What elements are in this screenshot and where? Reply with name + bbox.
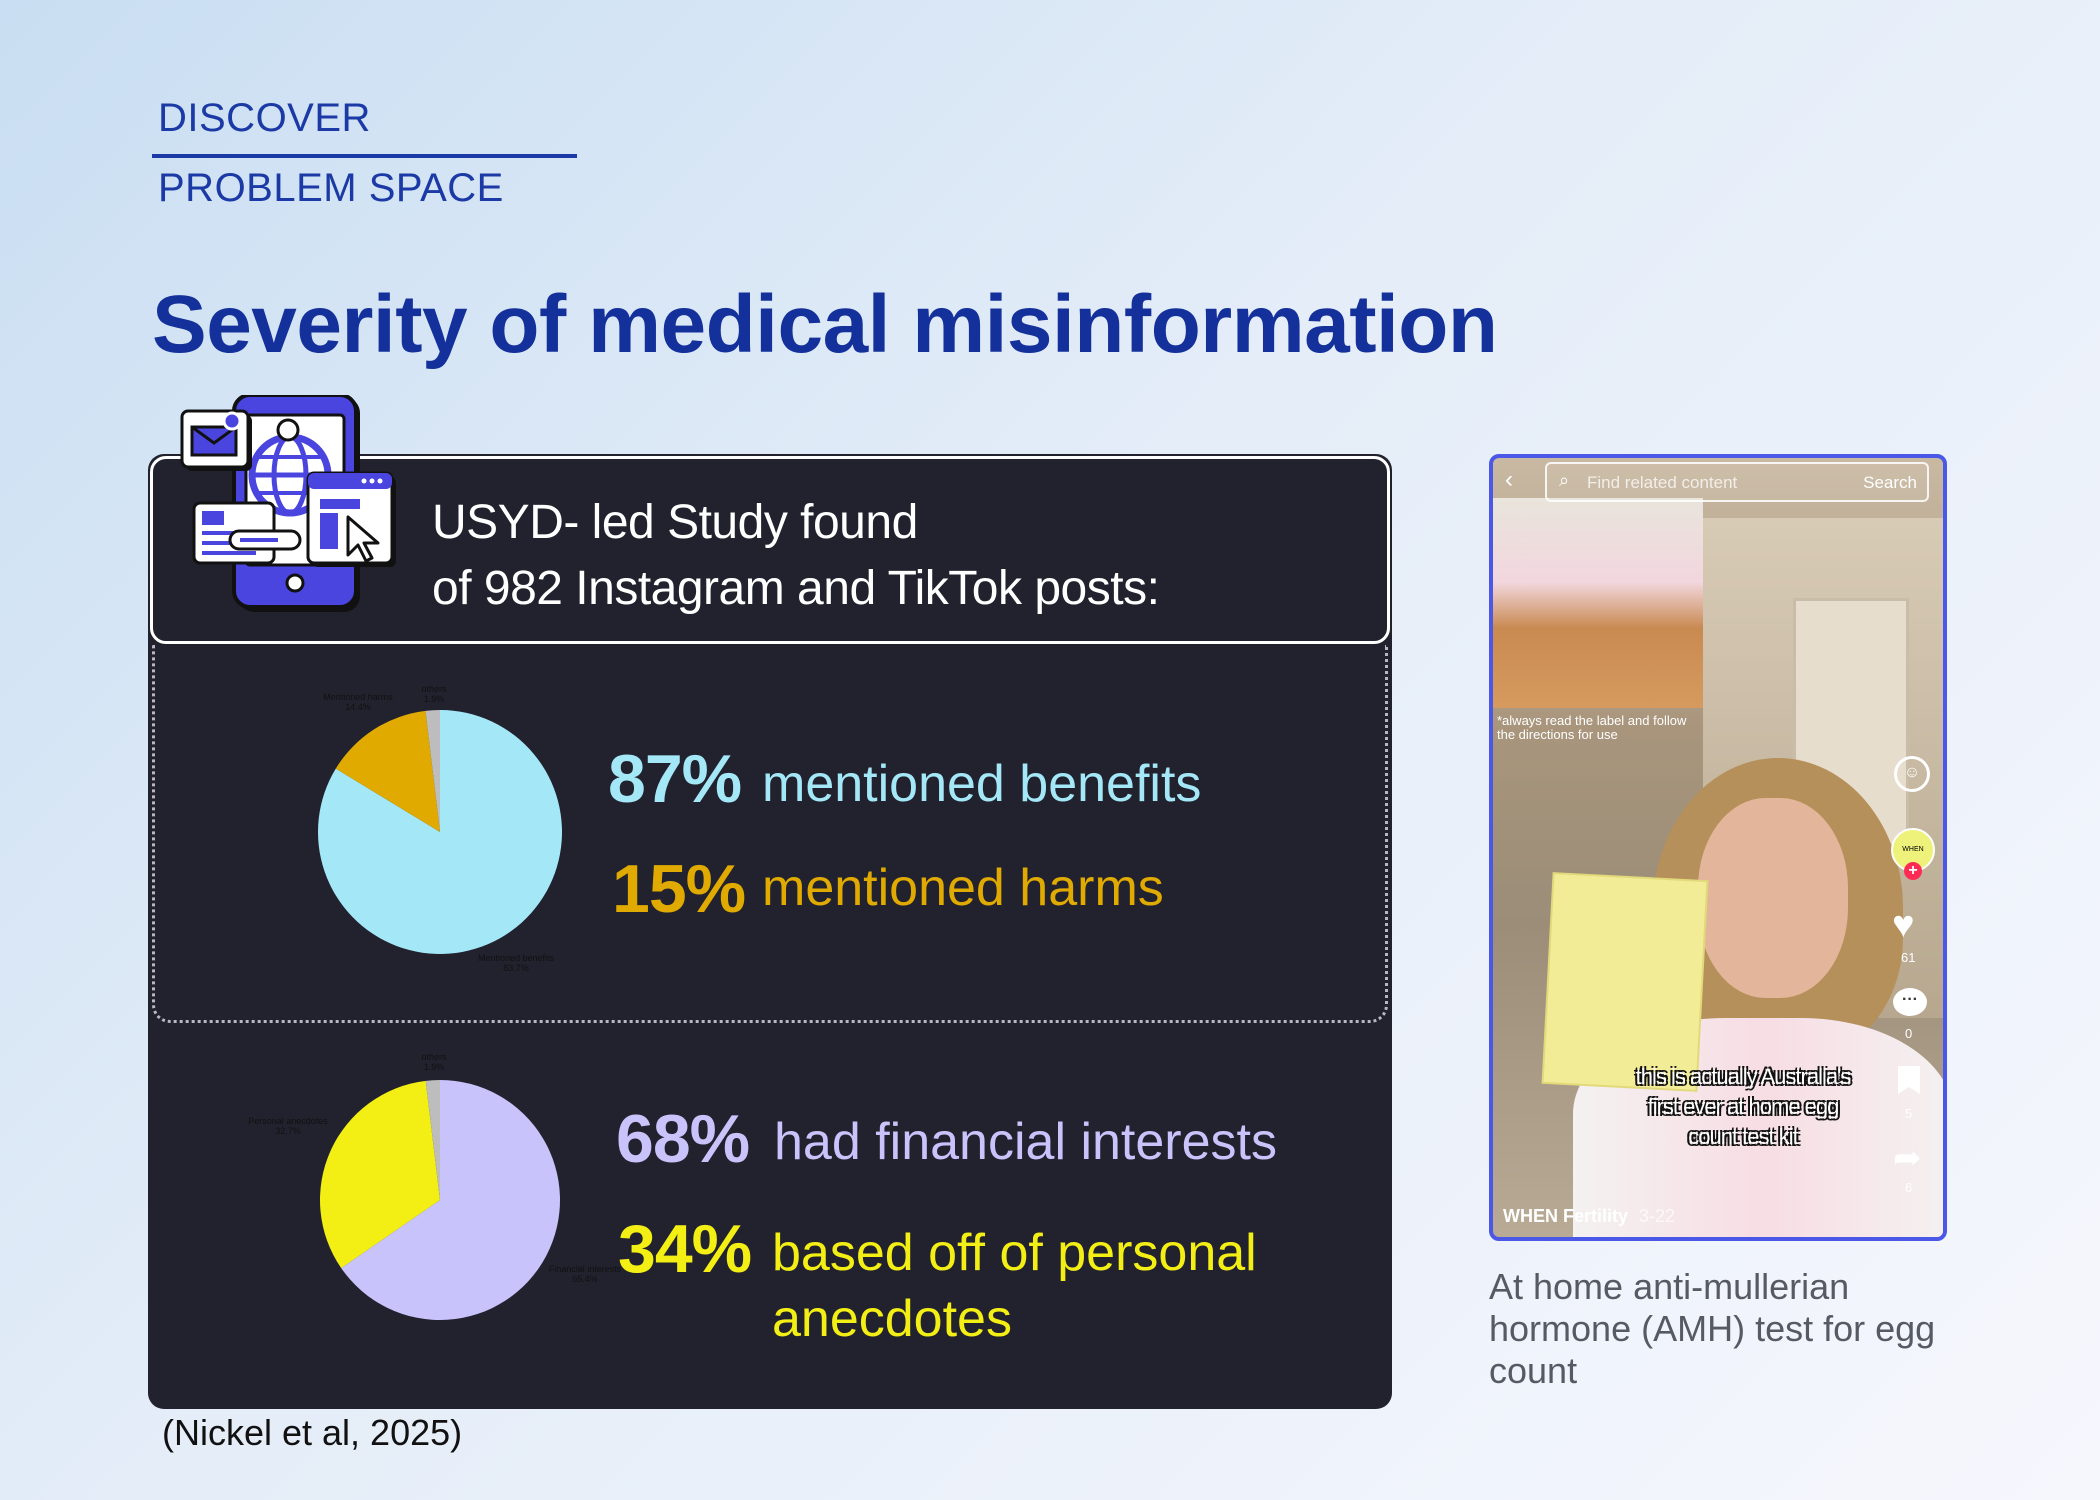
- subtitle-line-3: count test kit: [1688, 1124, 1799, 1149]
- back-icon[interactable]: ‹: [1505, 466, 1513, 493]
- stat-anecdotes-label: based off of personal anecdotes: [772, 1220, 1257, 1352]
- stat-benefits-label: mentioned benefits: [762, 755, 1202, 813]
- pie1-slice-mentioned-harms: [335, 710, 440, 832]
- pie2-label-financial: Financial interests: [549, 1264, 622, 1274]
- subtitle-line-2: first ever at home egg: [1647, 1094, 1840, 1119]
- benefits-section-outline: [152, 645, 1388, 1023]
- video-subtitles: this is actually Australia's first ever …: [1593, 1062, 1893, 1152]
- like-count: 61: [1901, 950, 1916, 965]
- pie2-slice-financial-interests: [341, 1080, 560, 1320]
- social-media-illustration-icon: [180, 395, 396, 612]
- share-icon[interactable]: ➦: [1893, 1139, 1922, 1177]
- stat-anecdotes-label-line-2: anecdotes: [772, 1290, 1012, 1348]
- share-count: 6: [1905, 1180, 1913, 1195]
- avatar-badge: WHEN: [1902, 846, 1924, 853]
- pie2-label-others: others: [421, 1052, 447, 1062]
- study-line-2: of 982 Instagram and TikTok posts:: [432, 562, 1160, 615]
- inset-caption: *always read the label and follow the di…: [1497, 713, 1687, 742]
- search-button[interactable]: Search: [1863, 473, 1917, 492]
- pie1-label-benefits: Mentioned benefits: [478, 953, 555, 963]
- inset-video: [1493, 498, 1703, 708]
- pie1-label-others: others: [421, 684, 447, 694]
- emoji-icon[interactable]: ☺: [1894, 756, 1930, 792]
- subtitle-line-1: this is actually Australia's: [1635, 1064, 1852, 1089]
- search-bar[interactable]: ⌕ Find related content Search: [1545, 462, 1929, 502]
- search-placeholder: Find related content: [1587, 473, 1738, 492]
- stat-anecdotes-pct: 34%: [618, 1211, 752, 1287]
- nav-section: DISCOVER: [158, 96, 371, 140]
- video-caption: At home anti-mullerian hormone (AMH) tes…: [1489, 1266, 1936, 1391]
- post-date: 3-22: [1639, 1206, 1676, 1226]
- pie1-value-harms: 14.4%: [345, 702, 371, 712]
- account-handle: WHEN Fertility: [1503, 1206, 1629, 1226]
- pie-chart-benefits-harms: Mentioned harms 14.4% others 1.9% Mentio…: [318, 684, 562, 973]
- pie2-value-financial: 65.4%: [572, 1274, 598, 1284]
- like-heart-icon[interactable]: ♥: [1892, 904, 1915, 946]
- comment-count: 0: [1905, 1026, 1913, 1041]
- pie1-value-benefits: 83.7%: [503, 963, 529, 973]
- nav-subsection: PROBLEM SPACE: [158, 166, 504, 210]
- save-count: 5: [1905, 1106, 1913, 1121]
- pie1-value-others: 1.9%: [424, 694, 445, 704]
- person-face: [1698, 798, 1848, 998]
- follow-plus-icon[interactable]: +: [1904, 862, 1922, 880]
- stat-financial-label: had financial interests: [774, 1113, 1277, 1171]
- pie1-label-harms: Mentioned harms: [323, 692, 393, 702]
- test-kit-box: [1543, 874, 1707, 1090]
- pie2-slice-personal-anecdotes: [320, 1080, 440, 1269]
- video-screenshot: *always read the label and follow the di…: [1489, 454, 1947, 1241]
- stat-harms-label: mentioned harms: [762, 859, 1164, 917]
- study-text: USYD- led Study found of 982 Instagram a…: [432, 490, 1160, 622]
- pie1-slice-others: [425, 710, 440, 832]
- account-name[interactable]: WHEN Fertility 3-22: [1503, 1206, 1675, 1227]
- pie2-value-anecdotes: 32.7%: [275, 1126, 301, 1136]
- stat-financial-pct: 68%: [616, 1101, 750, 1177]
- study-line-1: USYD- led Study found: [432, 496, 918, 549]
- nav-divider: [152, 154, 577, 158]
- pie2-value-others: 1.9%: [424, 1062, 445, 1072]
- stat-harms-pct: 15%: [612, 851, 746, 927]
- search-icon: ⌕: [1559, 470, 1570, 490]
- bookmark-icon[interactable]: [1898, 1066, 1920, 1094]
- stat-benefits-pct: 87%: [608, 741, 742, 817]
- citation: (Nickel et al, 2025): [162, 1412, 463, 1453]
- stat-anecdotes-label-line-1: based off of personal: [772, 1224, 1257, 1282]
- pie-chart-financial-anecdotes: Personal anecdotes 32.7% others 1.9% Fin…: [248, 1052, 622, 1320]
- pie2-label-anecdotes: Personal anecdotes: [248, 1116, 328, 1126]
- pie2-slice-others: [425, 1080, 440, 1200]
- page-title: Severity of medical misinformation: [152, 279, 1498, 370]
- comment-icon[interactable]: ···: [1893, 988, 1927, 1016]
